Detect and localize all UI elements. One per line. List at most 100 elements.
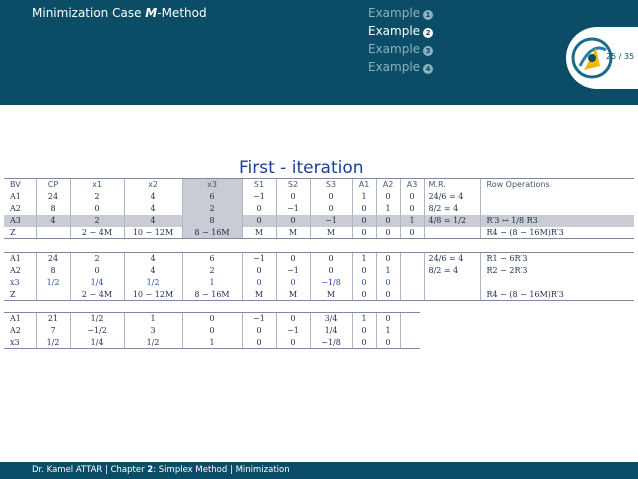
table-row: x3 1/2 1/4 1/2 1 0 0 −1/8 0 0 [4, 276, 634, 289]
cell: 0 [399, 190, 424, 203]
simplex-table-3: A1 21 1/2 1 0 −1 0 3/4 1 0 A2 7 −1/2 3 0… [4, 312, 420, 349]
bullet-1-icon: 1 [423, 10, 434, 20]
cell [35, 226, 70, 239]
basic-variable: A1 [10, 192, 21, 201]
cell: 0 [275, 214, 310, 227]
nav-example-2[interactable]: Example 2 [368, 22, 434, 40]
table-row: A2 8 0 4 2 0 −1 0 0 1 8/2 = 4 R2 − 2R′3 [4, 264, 634, 277]
cell: −1 [241, 190, 276, 203]
cell: 0 [241, 264, 276, 277]
cell: 0 [375, 312, 400, 325]
cell: 0 [375, 214, 400, 227]
basic-variable: A2 [10, 326, 21, 335]
row-operation: R2 − 2R′3 [479, 264, 634, 277]
cell: 0 [275, 190, 310, 203]
cell: M [309, 288, 352, 301]
cell: 1 [123, 312, 182, 325]
cell: 2 [69, 252, 124, 265]
cell: 1 [181, 276, 242, 289]
col-header: Row Operations [479, 178, 634, 191]
cell [399, 252, 424, 265]
cell: 0 [241, 336, 276, 349]
cell: 0 [375, 336, 400, 349]
cell: 0 [351, 276, 376, 289]
table-row: A1 24 2 4 6 −1 0 0 1 0 24/6 = 4 R1 − 6R′… [4, 252, 634, 265]
simplex-table-1: BV CP x1 x2 x3 S1 S2 S3 A1 A2 A3 M.R. Ro… [4, 178, 634, 239]
cell: −1 [275, 324, 310, 337]
cell: M [275, 288, 310, 301]
col-header: S3 [309, 178, 352, 191]
cell: 2 − 4M [69, 288, 124, 301]
cell: 0 [275, 336, 310, 349]
cell: 8 [35, 202, 70, 215]
cell: 0 [351, 336, 376, 349]
basic-variable: x3 [4, 336, 36, 349]
cell: 1/2 [35, 276, 70, 289]
basic-variable: A1 [4, 312, 36, 325]
cell: 4 [123, 214, 182, 227]
nav-example-1[interactable]: Example 1 [368, 4, 434, 22]
cell: 4 [35, 214, 70, 227]
cell: 0 [309, 190, 352, 203]
cell: 1 [399, 214, 424, 227]
cell [35, 288, 70, 301]
cell: 0 [241, 324, 276, 337]
objective-row: Z 2 − 4M 10 − 12M 8 − 16M M M M 0 0 0 R4… [4, 226, 634, 239]
cell: 0 [351, 202, 376, 215]
cell [399, 276, 424, 289]
minimum-ratio: 24/6 = 4 [423, 190, 480, 203]
row-operation [479, 190, 634, 203]
cell: 0 [351, 324, 376, 337]
basic-variable: x3 [10, 278, 20, 287]
cell [399, 324, 420, 337]
cell: 0 [351, 226, 376, 239]
cell: 0 [69, 264, 124, 277]
cell [399, 312, 420, 325]
cell: −1 [241, 312, 276, 325]
col-header: S1 [241, 178, 276, 191]
col-header: BV [4, 178, 36, 191]
cell: 0 [69, 202, 124, 215]
table-row: A2 7 −1/2 3 0 0 −1 1/4 0 1 [4, 324, 420, 337]
cell: 4 [123, 190, 182, 203]
pivot-cell: 8 [181, 214, 242, 227]
cell: 0 [351, 214, 376, 227]
bullet-2-icon: 2 [423, 28, 434, 38]
cell: 0 [181, 312, 242, 325]
cell: 0 [375, 190, 400, 203]
cell: 2 [181, 202, 242, 215]
cell: −1 [309, 214, 352, 227]
minimum-ratio: 8/2 = 4 [423, 202, 480, 215]
cell: 1/2 [123, 336, 182, 349]
minimum-ratio: 24/6 = 4 [423, 252, 480, 265]
cell: 4 [123, 252, 182, 265]
cell: 0 [241, 214, 276, 227]
cell: 2 − 4M [69, 226, 124, 239]
basic-variable: A1 [4, 252, 36, 265]
cell: 2 [69, 190, 124, 203]
cell: 0 [375, 252, 400, 265]
row-operation [479, 276, 634, 289]
row-operation: R4 − (8 − 16M)R′3 [479, 226, 634, 239]
cell: 0 [375, 276, 400, 289]
cell: 24 [35, 190, 70, 203]
footer-text: Dr. Kamel ATTAR | Chapter 2: Simplex Met… [32, 465, 290, 475]
cell: M [241, 226, 276, 239]
cell: 0 [399, 226, 424, 239]
bullet-4-icon: 4 [423, 64, 434, 74]
page-number: 25 / 35 [606, 52, 635, 61]
cell: 1 [351, 190, 376, 203]
cell: 1/4 [69, 276, 124, 289]
minimum-ratio [423, 226, 480, 239]
nav-example-4[interactable]: Example 4 [368, 58, 434, 76]
cell: 0 [309, 264, 352, 277]
basic-variable: A2 [10, 204, 21, 213]
cell [399, 264, 424, 277]
row-operation [479, 202, 634, 215]
footer-bar: Dr. Kamel ATTAR | Chapter 2: Simplex Met… [0, 462, 638, 479]
minimum-ratio: 4/8 = 1/2 [423, 214, 480, 227]
cell: 1/4 [69, 336, 124, 349]
objective-row: Z 2 − 4M 10 − 12M 8 − 16M M M M 0 0 R4 −… [4, 288, 634, 301]
nav-example-3[interactable]: Example 3 [368, 40, 434, 58]
pivot-row: A3 4 2 4 8 0 0 −1 0 0 1 4/8 = 1/2 R′3 ↔ … [4, 214, 634, 227]
